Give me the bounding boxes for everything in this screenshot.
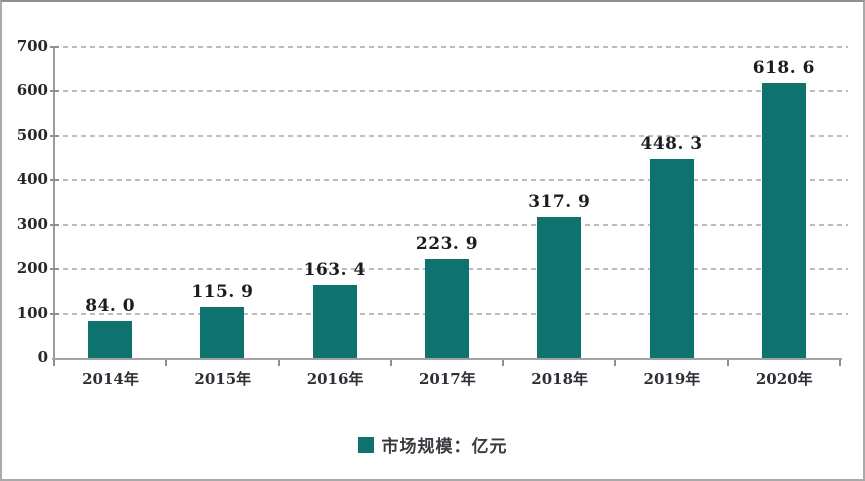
x-axis-tick — [53, 360, 55, 366]
bar — [425, 258, 469, 358]
bar — [312, 285, 357, 358]
x-axis-tick — [389, 360, 392, 366]
bar-value-label: 163. 4 — [303, 260, 366, 281]
x-tick-label: 2015年 — [194, 370, 252, 388]
x-axis-line — [52, 358, 842, 360]
x-axis-tick — [502, 360, 505, 366]
x-tick-label: 2016年 — [306, 370, 364, 388]
x-tick-label: 2017年 — [418, 370, 476, 388]
plot-area: 84. 0 115. 9 163. 4 223. 9 317. 9 448. 3 618. … — [50, 46, 848, 366]
y-axis-line — [53, 47, 55, 360]
y-tick-label: 200 — [16, 259, 48, 278]
legend: 市场规模：亿元 — [2, 432, 863, 457]
x-axis-tick — [614, 360, 617, 366]
bar — [200, 306, 245, 358]
y-tick-label: 700 — [16, 37, 48, 55]
y-axis-tick — [50, 46, 59, 48]
y-axis-tick — [50, 223, 59, 226]
gridline — [54, 223, 848, 226]
gridline — [54, 134, 848, 137]
y-tick-label: 100 — [16, 303, 48, 322]
legend-marker-square-icon — [357, 436, 374, 453]
bar — [761, 83, 806, 358]
legend-label: 市场规模：亿元 — [381, 437, 508, 457]
y-tick-label: 600 — [16, 81, 48, 100]
x-axis-tick — [839, 360, 841, 366]
x-tick-label: 2014年 — [82, 370, 139, 388]
x-axis-tick — [726, 360, 729, 366]
y-tick-label: 300 — [16, 214, 48, 233]
y-tick-label: 400 — [16, 170, 48, 189]
y-axis-tick — [50, 90, 59, 93]
y-axis-tick — [50, 312, 59, 315]
bar-value-label: 448. 3 — [640, 133, 703, 154]
bar — [537, 216, 582, 358]
bar-value-label: 115. 9 — [191, 281, 254, 302]
gridline — [54, 90, 848, 93]
x-tick-label: 2020年 — [755, 370, 813, 388]
gridline — [54, 179, 848, 182]
y-axis-tick — [50, 134, 59, 137]
bar-value-label: 84. 0 — [85, 295, 136, 316]
x-tick-label: 2019年 — [643, 370, 701, 388]
bar — [88, 320, 133, 358]
x-axis-tick — [277, 360, 280, 366]
y-tick-label: 0 — [37, 348, 48, 366]
y-axis-tick — [50, 179, 59, 182]
x-axis-tick — [165, 360, 168, 366]
bar — [649, 158, 694, 358]
x-tick-label: 2018年 — [531, 370, 589, 388]
bar-value-label: 223. 9 — [415, 233, 479, 254]
bar-value-label: 317. 9 — [528, 191, 591, 212]
y-axis-tick — [50, 268, 59, 271]
gridline — [54, 46, 848, 48]
y-tick-label: 500 — [16, 125, 48, 144]
bar-value-label: 618. 6 — [752, 58, 815, 79]
